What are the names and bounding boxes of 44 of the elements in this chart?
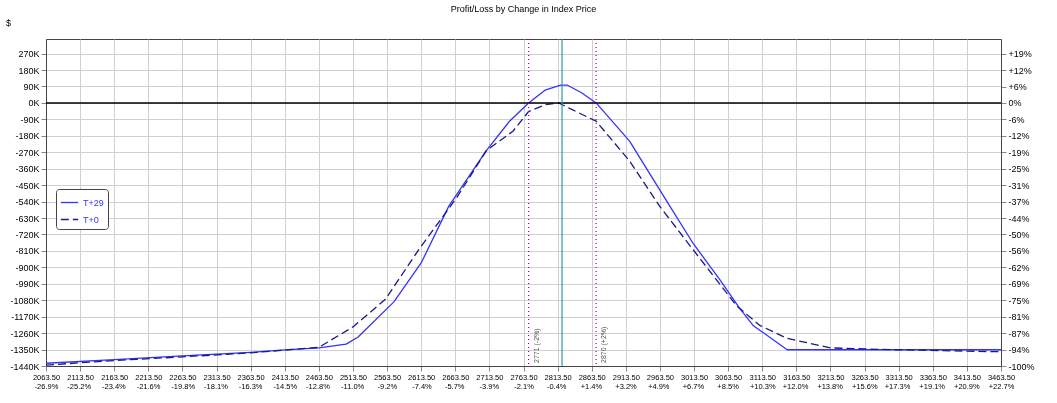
y-tick-label: -720K	[15, 229, 40, 240]
y2-tick-label: -69%	[1008, 279, 1030, 290]
y2-tick-label: +19%	[1008, 49, 1032, 60]
y-tick-label: -900K	[15, 262, 40, 273]
y2-tick-label: +6%	[1008, 82, 1027, 93]
y2-tick-label: -56%	[1008, 246, 1030, 257]
y-axis-title: $	[5, 17, 12, 28]
y-tick-label: 180K	[18, 65, 40, 76]
y2-tick-label: -44%	[1008, 213, 1030, 224]
y2-tick-label: -50%	[1008, 229, 1030, 240]
y2-tick-label: -87%	[1008, 328, 1030, 339]
y2-tick-label: -19%	[1008, 147, 1030, 158]
y-tick-label: -270K	[15, 147, 40, 158]
y2-tick-label: -37%	[1008, 197, 1030, 208]
y2-tick-label: -81%	[1008, 312, 1030, 323]
y-tick-label: -630K	[15, 213, 40, 224]
y2-tick-label: -62%	[1008, 262, 1030, 273]
y-tick-label: -810K	[15, 246, 40, 257]
y-tick-label: -1170K	[11, 312, 40, 323]
y2-tick-label: -25%	[1008, 164, 1030, 175]
y2-tick-label: -75%	[1008, 295, 1030, 306]
y-tick-label: 90K	[23, 82, 40, 92]
y-tick-label: -990K	[15, 279, 40, 290]
y-tick-label: -450K	[15, 180, 40, 191]
legend-label: T+29	[83, 197, 104, 208]
y-tick-label: 270K	[18, 49, 40, 60]
y-tick-label: -540K	[15, 197, 40, 208]
y2-tick-label: +12%	[1008, 65, 1032, 76]
y-tick-label: 0K	[28, 98, 40, 109]
y2-tick-label: 0%	[1008, 98, 1022, 109]
y-tick-label: -1350K	[10, 345, 40, 356]
y2-tick-label: -94%	[1008, 345, 1030, 356]
y-tick-label: -1260K	[10, 328, 40, 339]
legend-label: T+0	[83, 214, 99, 225]
y-tick-label: -1080K	[10, 295, 40, 306]
y2-tick-label: -12%	[1008, 131, 1030, 142]
y-tick-label: -90K	[20, 114, 40, 125]
y-tick-label: -360K	[15, 164, 40, 175]
chart-title: Profit/Loss by Change in Index Price	[450, 4, 597, 14]
y-tick-label: -1440K	[10, 361, 40, 372]
y2-tick-label: -100%	[1008, 361, 1035, 372]
y-tick-label: -180K	[15, 131, 40, 142]
y2-tick-label: -31%	[1008, 180, 1030, 191]
y2-tick-label: -6%	[1008, 114, 1025, 125]
